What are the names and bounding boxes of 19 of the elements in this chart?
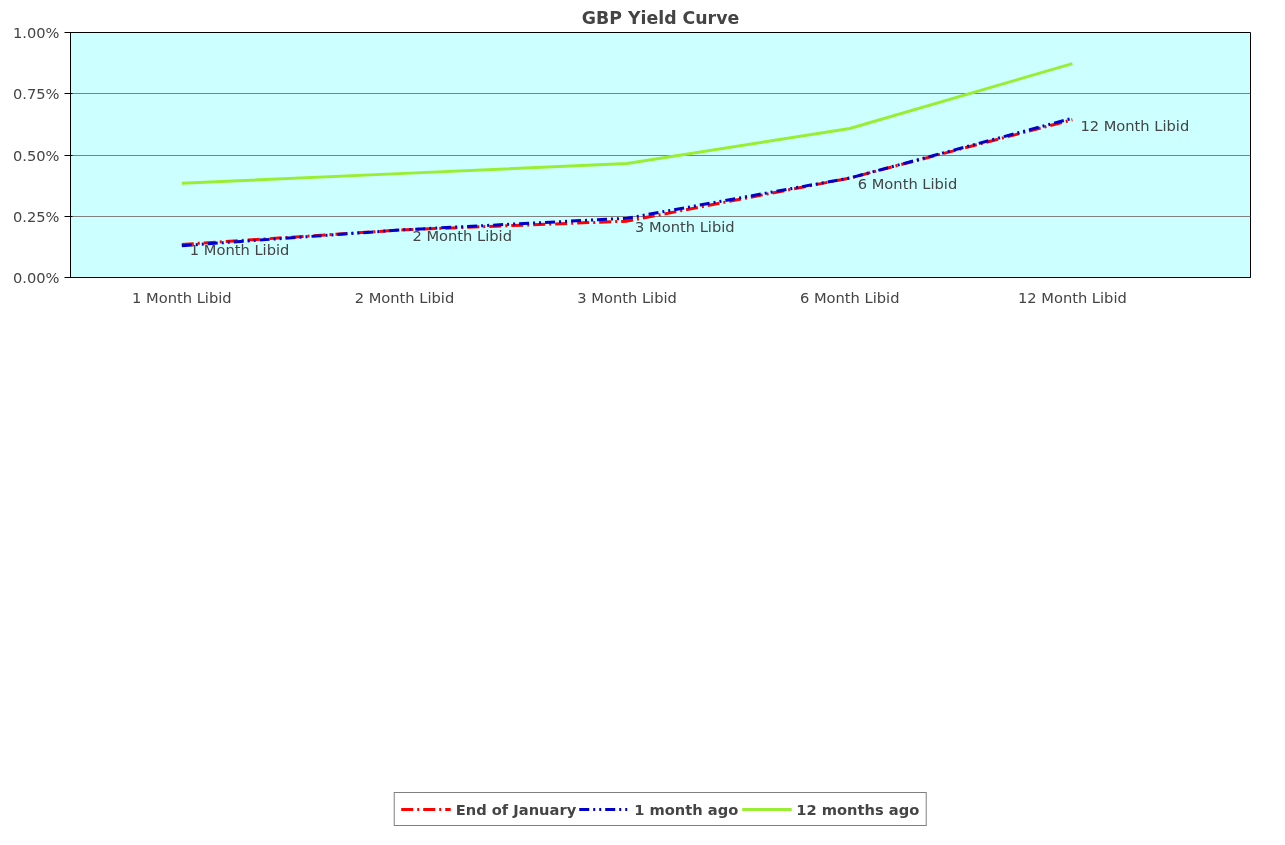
legend-label: End of January bbox=[455, 800, 577, 818]
x-tick-label: 12 Month Libid bbox=[1017, 288, 1127, 306]
chart-title: GBP Yield Curve bbox=[581, 7, 740, 28]
y-tick-label: 0.00% bbox=[12, 269, 60, 286]
annotation: 6 Month Libid bbox=[857, 175, 958, 193]
annotation: 1 Month Libid bbox=[189, 241, 290, 259]
x-tick-label: 3 Month Libid bbox=[577, 288, 677, 306]
legend-label: 12 months ago bbox=[796, 800, 920, 818]
y-tick-label: 0.75% bbox=[12, 85, 60, 103]
y-tick-label: 0.25% bbox=[12, 207, 60, 225]
annotation: 3 Month Libid bbox=[635, 218, 735, 236]
x-tick-label: 1 Month Libid bbox=[132, 288, 232, 306]
annotation: 2 Month Libid bbox=[412, 226, 512, 244]
x-tick-label: 6 Month Libid bbox=[800, 288, 900, 306]
annotation: 12 Month Libid bbox=[1080, 116, 1190, 134]
y-tick-label: 1.00% bbox=[12, 24, 60, 41]
legend-label: 1 month ago bbox=[634, 800, 739, 818]
x-tick-label: 2 Month Libid bbox=[354, 288, 455, 306]
y-tick-label: 0.50% bbox=[12, 146, 60, 164]
